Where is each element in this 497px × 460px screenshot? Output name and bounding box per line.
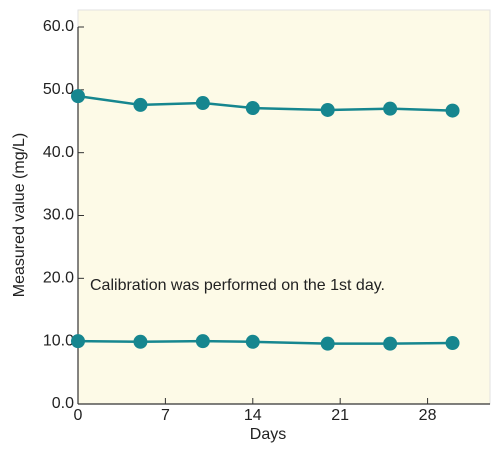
y-tick-label: 0.0 <box>52 395 74 412</box>
x-axis-label: Days <box>250 426 286 443</box>
x-tick-label: 21 <box>331 407 349 424</box>
y-tick-label: 60.0 <box>43 18 74 35</box>
data-point <box>445 336 460 351</box>
x-tick-label: 0 <box>74 407 83 424</box>
data-point <box>71 334 85 349</box>
y-tick-label: 40.0 <box>43 144 74 161</box>
y-tick-label: 20.0 <box>43 270 74 287</box>
data-point <box>383 101 398 116</box>
data-point <box>383 336 398 351</box>
data-point <box>320 102 335 117</box>
data-point <box>245 101 260 116</box>
data-point <box>71 89 85 104</box>
data-point <box>195 96 210 111</box>
y-axis-label: Measured value (mg/L) <box>11 133 28 298</box>
y-tick-label: 10.0 <box>43 332 74 349</box>
data-point <box>245 334 260 349</box>
data-point <box>445 103 460 118</box>
data-point <box>320 336 335 351</box>
data-point <box>133 97 148 112</box>
x-tick-label: 14 <box>244 407 262 424</box>
x-tick-label: 7 <box>161 407 170 424</box>
data-point <box>133 334 148 349</box>
y-tick-label: 50.0 <box>43 81 74 98</box>
plot-area <box>77 9 491 405</box>
y-tick-label: 30.0 <box>43 207 74 224</box>
x-tick-label: 28 <box>419 407 437 424</box>
annotation: Calibration was performed on the 1st day… <box>90 277 385 294</box>
data-point <box>195 334 210 349</box>
